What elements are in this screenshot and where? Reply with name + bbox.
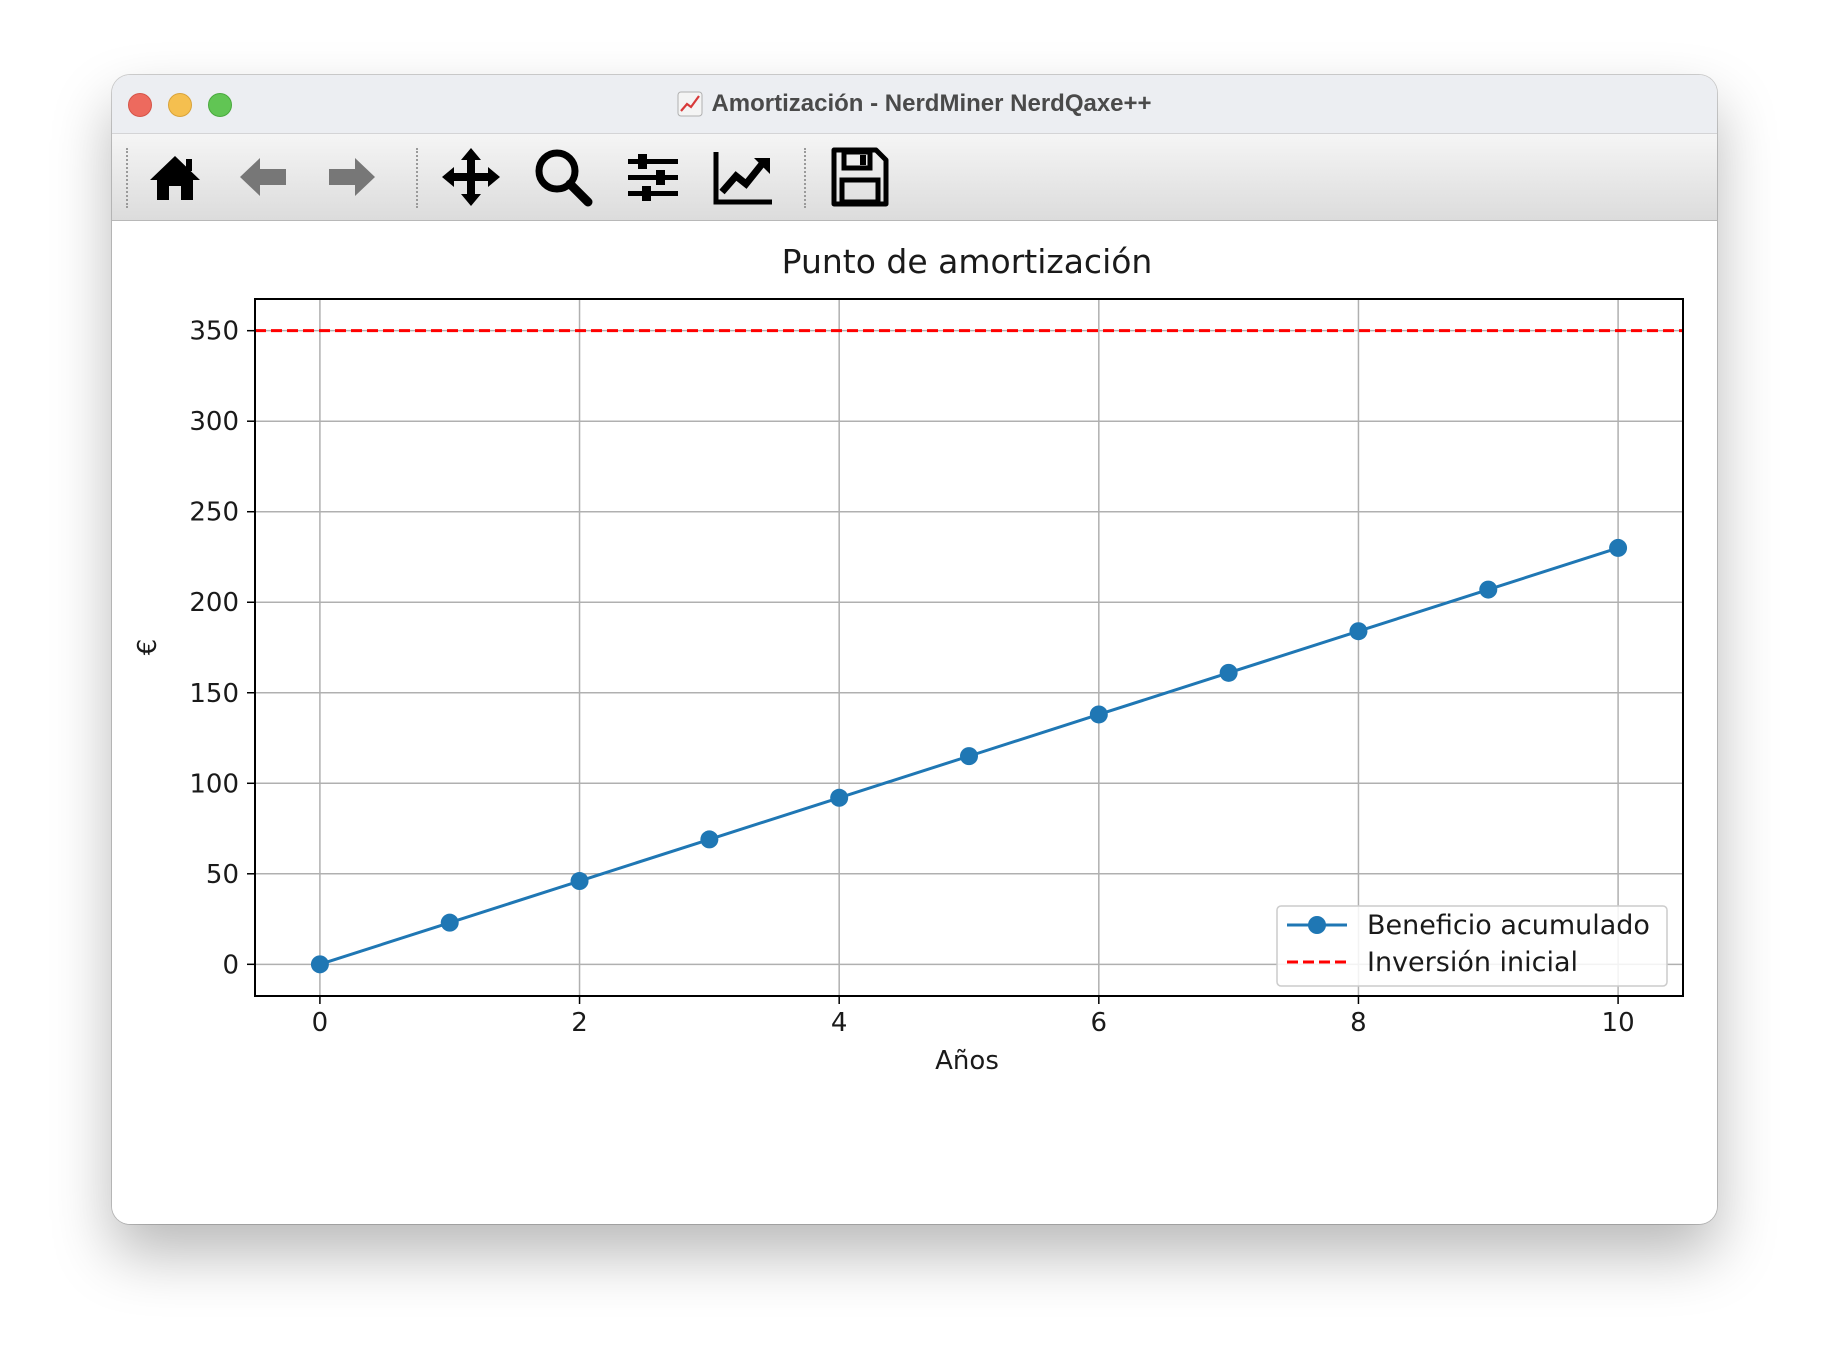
x-tick-label: 0: [312, 1008, 329, 1038]
x-axis-label: Años: [935, 1046, 999, 1076]
data-point: [1349, 622, 1368, 641]
legend-label-beneficio: Beneficio acumulado: [1367, 910, 1650, 941]
data-point: [1219, 663, 1238, 682]
save-button[interactable]: [826, 144, 892, 210]
data-point: [1479, 580, 1498, 599]
legend-marker-beneficio: [1308, 916, 1326, 934]
legend-label-inversion: Inversión inicial: [1367, 947, 1578, 978]
data-point: [830, 788, 849, 807]
move-icon: [442, 148, 500, 206]
y-tick-label: 150: [189, 679, 239, 709]
navigation-toolbar: [112, 134, 1717, 221]
figure-canvas[interactable]: Punto de amortización 0 2 4 6 8 10 0 50 100 150 2…: [112, 221, 1717, 1224]
y-axis-ticks: 0 50 100 150 200 250 300 350: [189, 317, 255, 980]
grid-lines: [255, 299, 1683, 996]
close-window-button[interactable]: [128, 93, 152, 117]
magnifier-icon: [535, 149, 593, 207]
subplots-button[interactable]: [620, 144, 686, 210]
chart-svg: Punto de amortización 0 2 4 6 8 10 0 50 100 150 2…: [133, 242, 1684, 1076]
y-tick-label: 300: [189, 407, 239, 437]
y-tick-label: 350: [189, 317, 239, 347]
chart-title: Punto de amortización: [782, 242, 1153, 281]
line-chart-icon: [713, 152, 772, 205]
plot-area-frame: [254, 298, 1684, 997]
forward-button[interactable]: [319, 144, 385, 210]
home-button[interactable]: [142, 144, 208, 210]
sliders-icon: [628, 154, 678, 201]
floppy-disk-icon: [831, 147, 889, 207]
zoom-button[interactable]: [530, 144, 596, 210]
data-point: [440, 913, 459, 932]
pan-button[interactable]: [438, 144, 504, 210]
x-tick-label: 6: [1091, 1008, 1108, 1038]
data-point: [960, 747, 978, 766]
chart-increasing-icon: [677, 91, 703, 117]
series-markers: [310, 538, 1628, 974]
y-tick-label: 250: [189, 498, 239, 528]
axes-button[interactable]: [710, 144, 776, 210]
arrow-right-icon: [329, 158, 375, 196]
x-tick-label: 10: [1602, 1008, 1635, 1038]
window-title: Amortización - NerdMiner NerdQaxe++: [711, 90, 1152, 117]
data-point: [570, 872, 589, 891]
back-button[interactable]: [230, 144, 296, 210]
minimize-window-button[interactable]: [168, 93, 192, 117]
y-axis-label: €: [133, 639, 163, 656]
y-tick-label: 50: [206, 860, 239, 890]
legend-box: [1276, 905, 1668, 987]
y-tick-label: 0: [222, 950, 239, 980]
home-icon: [150, 156, 200, 200]
data-point: [1089, 705, 1108, 724]
legend: Beneficio acumulado Inversión inicial: [1276, 905, 1668, 987]
data-point: [700, 830, 719, 849]
x-tick-label: 4: [831, 1008, 848, 1038]
arrow-left-icon: [240, 158, 286, 196]
x-tick-label: 8: [1350, 1008, 1367, 1038]
data-point: [1609, 538, 1628, 557]
x-axis-ticks: 0 2 4 6 8 10: [312, 996, 1635, 1038]
y-tick-label: 100: [189, 769, 239, 799]
title-bar: Amortización - NerdMiner NerdQaxe++: [112, 75, 1717, 134]
app-window: Amortización - NerdMiner NerdQaxe++: [112, 75, 1717, 1224]
x-tick-label: 2: [571, 1008, 588, 1038]
y-tick-label: 200: [189, 588, 239, 618]
maximize-window-button[interactable]: [208, 93, 232, 117]
data-point: [310, 955, 329, 974]
